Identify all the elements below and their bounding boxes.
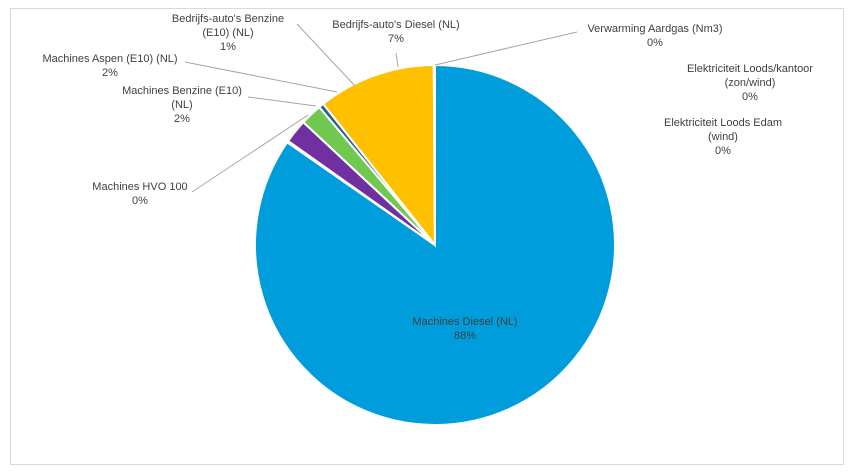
data-label-2: Machines Benzine (E10) (NL) 2%: [122, 85, 242, 125]
leader-line-2: [247, 96, 317, 107]
data-label-6: Verwarming Aardgas (Nm3) 0%: [587, 23, 722, 49]
data-label-0: Machines Diesel (NL) 88%: [412, 316, 517, 342]
leader-lines: [184, 23, 578, 193]
leader-line-1: [191, 114, 309, 193]
leader-line-6: [434, 31, 578, 66]
data-label-1: Machines HVO 100 0%: [92, 181, 187, 207]
leader-line-4: [296, 23, 356, 87]
data-label-8: Elektriciteit Loods Edam (wind) 0%: [664, 117, 782, 157]
leader-line-3: [184, 61, 338, 93]
data-label-4: Bedrijfs-auto's Benzine (E10) (NL) 1%: [172, 13, 284, 53]
pie-slices: [254, 63, 616, 426]
data-labels: Machines Diesel (NL) 88% Machines HVO 100 0…: [42, 13, 813, 342]
pie-slice-5: [321, 63, 437, 248]
data-label-3: Machines Aspen (E10) (NL) 2%: [42, 53, 177, 79]
leader-line-5: [395, 52, 399, 68]
data-label-5: Bedrijfs-auto's Diesel (NL) 7%: [332, 19, 459, 45]
data-label-7: Elektriciteit Loods/kantoor (zon/wind) 0%: [687, 63, 813, 103]
